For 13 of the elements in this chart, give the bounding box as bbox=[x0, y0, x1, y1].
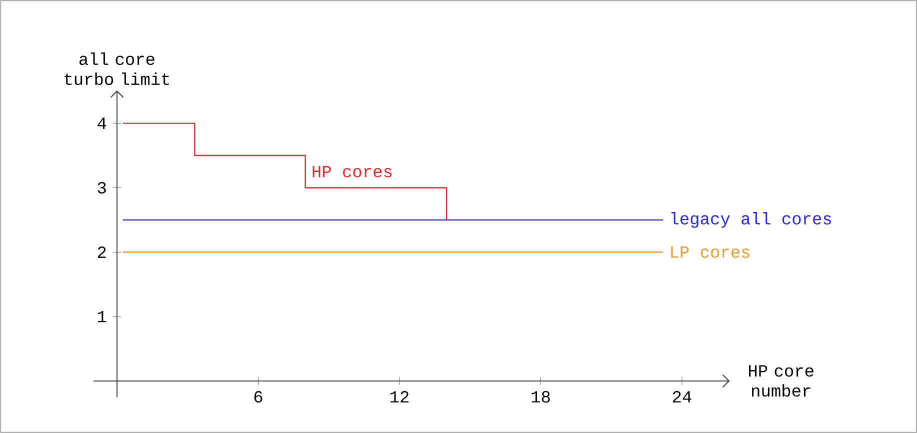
x-tick-label: 18 bbox=[532, 391, 550, 403]
series-label: HP cores bbox=[312, 166, 392, 178]
x-axis-title: HP core number bbox=[749, 365, 814, 397]
series-label: LP cores bbox=[671, 246, 750, 258]
y-tick-label: 3 bbox=[98, 182, 106, 194]
series-label: legacy all cores bbox=[671, 212, 832, 228]
y-axis-title: all core turbo limit bbox=[64, 52, 170, 86]
y-tick-label: 2 bbox=[98, 246, 106, 258]
x-tick-label: 12 bbox=[390, 391, 408, 402]
x-tick-label: 6 bbox=[254, 391, 262, 403]
x-tick-label: 24 bbox=[672, 391, 692, 402]
y-tick-label: 1 bbox=[98, 310, 106, 322]
y-tick-label: 4 bbox=[98, 118, 106, 129]
